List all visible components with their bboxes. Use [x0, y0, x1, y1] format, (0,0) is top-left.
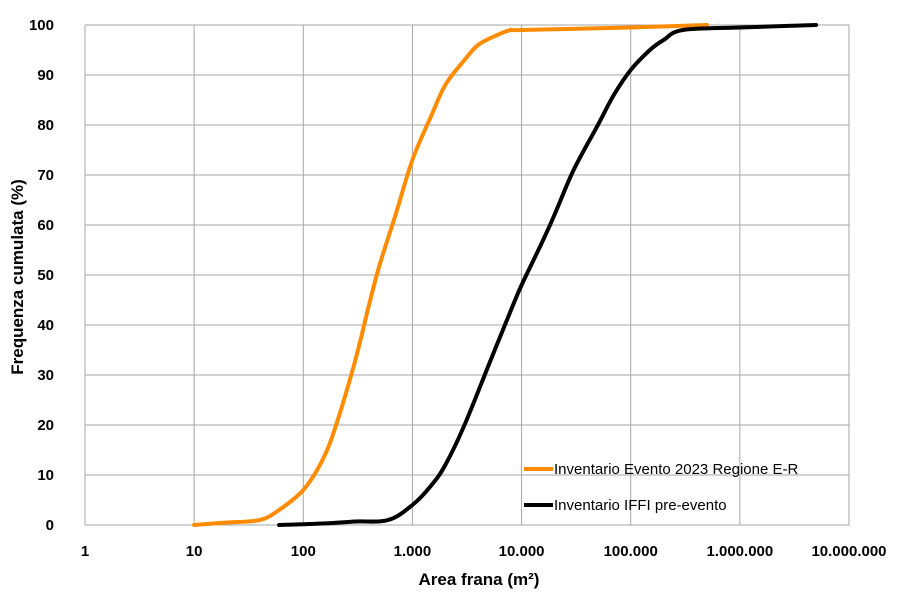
legend: Inventario Evento 2023 Regione E-R Invent… [524, 461, 798, 514]
y-tick-label: 40 [37, 317, 54, 334]
y-tick-label: 80 [37, 117, 54, 134]
y-tick-labels: 0 10 20 30 40 50 60 70 80 90 100 [29, 17, 54, 534]
y-tick-label: 70 [37, 167, 54, 184]
x-tick-label: 100.000 [604, 543, 658, 560]
y-tick-label: 90 [37, 67, 54, 84]
y-tick-label: 50 [37, 267, 54, 284]
series-line-1 [192, 23, 709, 527]
x-tick-label: 10.000 [499, 543, 545, 560]
series-lines [192, 23, 819, 527]
y-axis-title: Frequenza cumulata (%) [8, 179, 27, 375]
x-tick-label: 10.000.000 [811, 543, 886, 560]
x-tick-label: 100 [291, 543, 316, 560]
x-tick-label: 1.000.000 [706, 543, 773, 560]
series-line-2 [277, 23, 819, 527]
y-tick-label: 100 [29, 17, 54, 34]
x-tick-labels: 1 10 100 1.000 10.000 100.000 1.000.000 10.000.… [81, 543, 887, 560]
y-tick-label: 20 [37, 417, 54, 434]
x-tick-label: 10 [186, 543, 203, 560]
y-tick-label: 30 [37, 367, 54, 384]
legend-label: Inventario Evento 2023 Regione E-R [554, 461, 798, 478]
legend-label: Inventario IFFI pre-evento [554, 497, 727, 514]
x-tick-label: 1.000 [394, 543, 432, 560]
x-axis-title: Area frana (m²) [419, 570, 540, 589]
grid [84, 24, 850, 526]
y-tick-label: 60 [37, 217, 54, 234]
y-tick-label: 0 [46, 517, 54, 534]
x-tick-label: 1 [81, 543, 89, 560]
y-tick-label: 10 [37, 467, 54, 484]
